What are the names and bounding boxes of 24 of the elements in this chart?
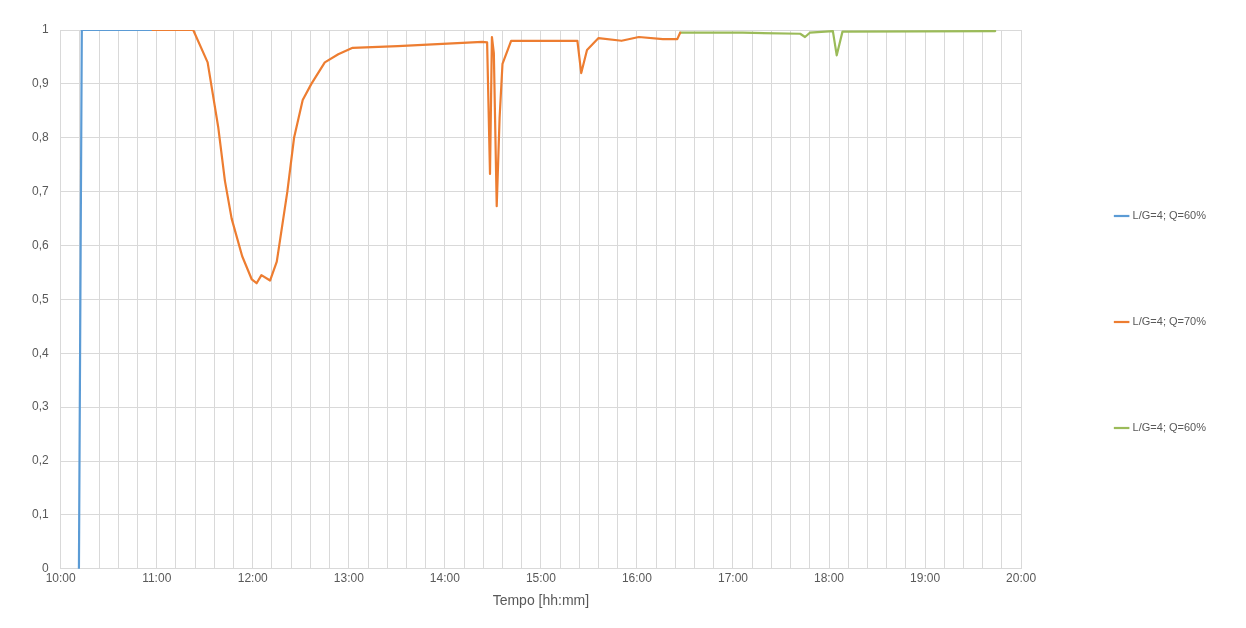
x-tick-label: 15:00 [525, 571, 557, 586]
y-tick-label: 0,6 [31, 237, 49, 252]
y-tick-label: 1 [41, 22, 49, 37]
x-tick-label: 13:00 [333, 571, 365, 586]
x-tick-label: 12:00 [237, 571, 269, 586]
legend-label: L/G=4; Q=70% [1132, 315, 1207, 328]
legend-label: L/G=4; Q=60% [1132, 421, 1207, 434]
y-tick-label: 0,5 [31, 291, 49, 306]
y-tick-label: 0,9 [31, 76, 49, 91]
y-tick-label: 0,1 [31, 507, 49, 522]
x-tick-label: 18:00 [814, 571, 845, 586]
y-tick-label: 0,4 [31, 345, 49, 360]
y-tick-label: 0,3 [31, 399, 49, 414]
x-tick-label: 11:00 [142, 571, 172, 586]
x-tick-label: 16:00 [621, 571, 653, 586]
y-tick-label: 0,8 [31, 130, 49, 145]
y-tick-label: 0,2 [31, 453, 49, 468]
x-tick-label: 19:00 [910, 571, 941, 586]
x-tick-label: 17:00 [717, 571, 749, 586]
x-tick-label: 14:00 [429, 571, 461, 586]
legend-label: L/G=4; Q=60% [1132, 209, 1207, 222]
y-tick-label: 0,7 [31, 183, 49, 198]
x-tick-label: 20:00 [1006, 571, 1037, 586]
x-axis-title: Tempo [hh:mm] [492, 592, 590, 609]
